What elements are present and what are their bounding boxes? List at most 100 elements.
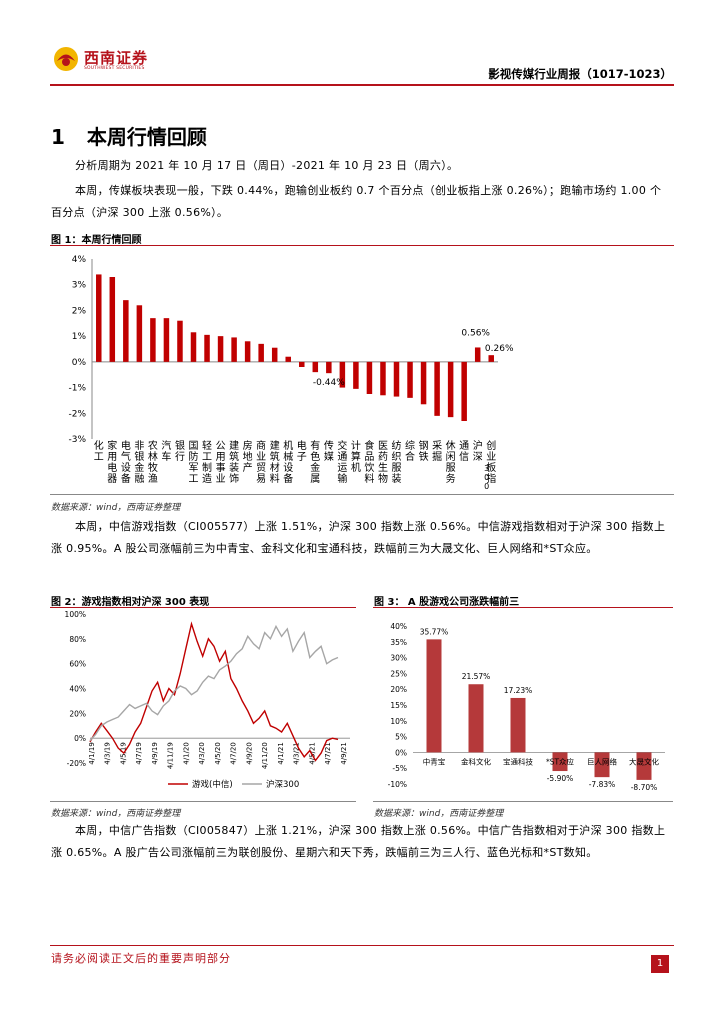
x-tick-label: 国防军工 <box>189 440 199 485</box>
data-label: 0.26% <box>485 344 514 354</box>
header-divider <box>50 84 674 86</box>
data-label: -8.70% <box>631 783 658 792</box>
paragraph-period: 分析周期为 2021 年 10 月 17 日（周日）-2021 年 10 月 2… <box>75 159 459 172</box>
legend-label: 游戏(中信) <box>192 779 233 790</box>
y-tick-label: -10% <box>388 780 407 789</box>
series-line-1 <box>89 624 339 742</box>
legend-label: 沪深300 <box>266 779 299 790</box>
bar-3 <box>552 752 568 772</box>
x-tick-label: 4/9/21 <box>340 742 348 765</box>
y-tick-label: 10% <box>390 717 407 726</box>
y-tick-label: 1% <box>72 332 87 342</box>
figure-1-chart: 4% 3% 2% 1% 0% -1% -2% -3% 化工家用电器电气设备非银金融农林牧渔汽车银… <box>68 255 514 489</box>
x-tick-label: 电气设备 <box>121 439 131 485</box>
y-tick-label: 100% <box>65 610 86 619</box>
bar-0 <box>426 639 442 753</box>
x-tick-label: 房地产 <box>243 439 253 474</box>
x-tick-label: 医药生物 <box>378 440 388 485</box>
figure-1-bottom-rule <box>50 494 674 495</box>
data-label: -7.83% <box>589 780 616 789</box>
x-tick-label: 银行 <box>175 439 185 463</box>
x-tick-label: 建筑材料 <box>270 439 280 485</box>
y-tick-label: 25% <box>390 669 407 678</box>
figure-3-source: 数据来源：wind，西南证券整理 <box>374 809 504 819</box>
y-tick-label: 20% <box>390 685 407 694</box>
paragraph-market-summary: 本周，传媒板块表现一般，下跌 0.44%，跑输创业板约 0.7 个百分点（创业板… <box>51 184 662 219</box>
bar-3 <box>136 305 143 362</box>
bar-11 <box>244 341 251 362</box>
x-tick-label: 4/11/20 <box>261 742 269 769</box>
bar-24 <box>420 361 427 405</box>
x-tick-label: 4/1/20 <box>183 742 191 765</box>
bar-18 <box>339 361 346 388</box>
bar-7 <box>190 332 197 362</box>
bar-10 <box>231 337 237 362</box>
x-tick-label: 商业贸易 <box>256 439 266 485</box>
x-tick-label: 通信 <box>459 440 469 463</box>
y-tick-label: 3% <box>72 281 87 291</box>
bar-2 <box>510 697 526 753</box>
x-tick-label: 化工 <box>94 439 104 463</box>
x-tick-label: 建筑装饰 <box>229 439 239 485</box>
bar-19 <box>353 361 359 389</box>
y-tick-label: 0% <box>395 748 407 757</box>
x-tick-label: 4/11/19 <box>167 742 175 769</box>
x-tick-label: 家用电器 <box>107 439 117 485</box>
x-tick-label: 宝通科技 <box>503 756 533 766</box>
bar-20 <box>366 361 373 394</box>
x-tick-label: 钢铁 <box>419 439 429 463</box>
x-tick-label: 4/5/21 <box>309 742 317 765</box>
data-label: -0.44% <box>313 378 345 388</box>
logo-text: 西南证券 <box>84 49 149 67</box>
bar-4 <box>150 318 156 362</box>
bar-29 <box>488 355 494 362</box>
x-tick-label: *ST众应 <box>546 756 575 766</box>
x-tick-label: 创业板指 <box>486 439 496 485</box>
x-tick-label: 巨人网络 <box>587 756 617 766</box>
x-tick-label: 传媒 <box>324 440 334 463</box>
x-tick-label: 休闲服务 <box>446 440 456 485</box>
logo-subtext: SOUTHWEST SECURITIES <box>84 66 145 71</box>
x-tick-label: 采掘 <box>432 440 442 463</box>
x-tick-label: 大晟文化 <box>629 756 659 766</box>
x-tick-label: 4/1/19 <box>88 742 96 765</box>
x-tick-label: 食品饮料 <box>364 439 374 485</box>
data-label: 21.57% <box>462 672 491 681</box>
bar-28 <box>474 347 481 362</box>
y-tick-label: 0% <box>74 734 86 743</box>
x-tick-label: 金科文化 <box>461 756 491 766</box>
x-tick-label: 轻工制造 <box>202 439 212 485</box>
y-tick-label: -1% <box>68 384 86 394</box>
x-tick-label: 机械设备 <box>283 439 293 485</box>
y-tick-label: 40% <box>390 622 407 631</box>
figure-2-source: 数据来源：wind，西南证券整理 <box>51 809 181 819</box>
y-tick-label: 15% <box>390 701 407 710</box>
figure-2-chart: 100%80%60%40%20%0%-20% 4/1/19 4/3/19 4/5/19… <box>65 610 350 790</box>
bar-2 <box>123 300 129 362</box>
x-tick-label: 纺织服装 <box>392 439 402 485</box>
section-number: 1 <box>51 125 65 149</box>
bar-26 <box>447 361 454 418</box>
section-heading: 本周行情回顾 <box>86 125 207 149</box>
bar-12 <box>258 343 264 362</box>
bar-5 <box>163 318 170 362</box>
bar-4 <box>594 752 610 778</box>
x-tick-label: 交通运输 <box>337 439 347 485</box>
section-title: 1 本周行情回顾 <box>51 121 207 150</box>
data-label: 35.77% <box>420 627 449 636</box>
bar-6 <box>177 320 183 362</box>
y-tick-label: 4% <box>72 255 87 265</box>
data-label: 17.23% <box>504 686 533 695</box>
y-tick-label: 0% <box>72 358 87 368</box>
x-tick-label: 汽车 <box>161 439 171 463</box>
y-tick-label: -2% <box>68 409 86 419</box>
x-tick-label: 4/3/20 <box>198 742 206 765</box>
x-tick-label: 4/9/19 <box>151 742 159 765</box>
x-tick-label: 4/7/20 <box>230 742 238 765</box>
x-tick-label: 4/3/19 <box>104 742 112 765</box>
bar-13 <box>271 347 278 362</box>
figure-3-bottom-rule <box>373 801 673 802</box>
x-tick-label: 4/5/20 <box>214 742 222 765</box>
y-tick-label: 2% <box>72 306 87 316</box>
x-tick-label: 4/7/19 <box>135 742 143 765</box>
